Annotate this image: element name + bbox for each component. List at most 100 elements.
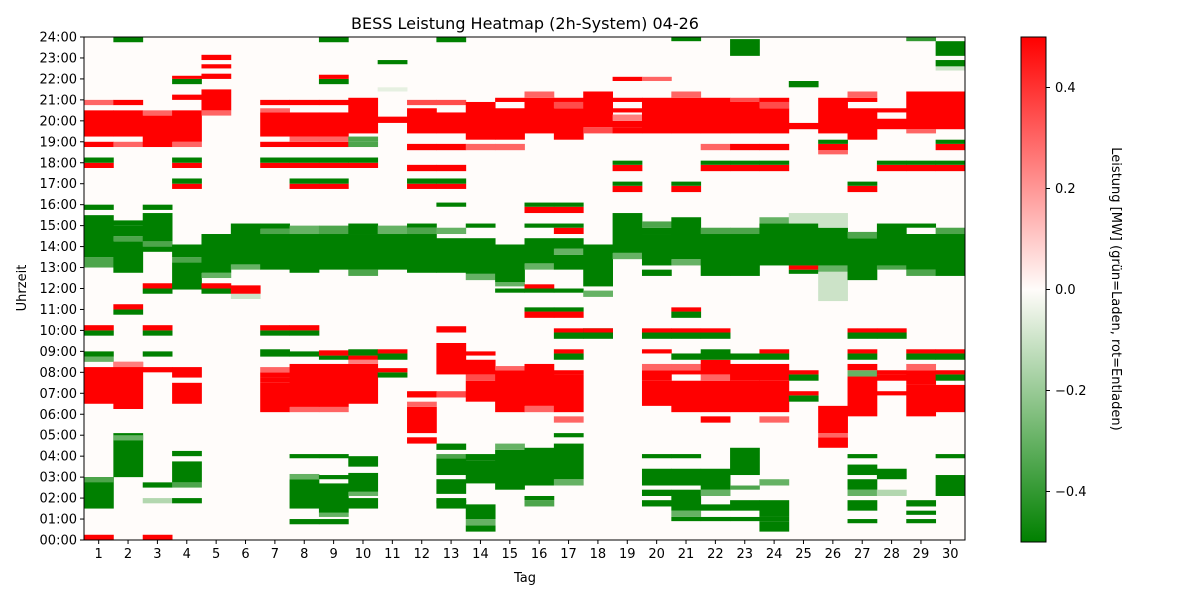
x-tick-label: 25 bbox=[795, 547, 812, 562]
heatmap-cell bbox=[84, 162, 114, 168]
heatmap-cell bbox=[906, 129, 937, 134]
heatmap-cell bbox=[553, 248, 584, 255]
x-tick-label: 15 bbox=[502, 547, 519, 562]
heatmap-cell bbox=[759, 380, 790, 413]
heatmap-cell bbox=[318, 183, 349, 189]
y-tick-label: 10:00 bbox=[40, 324, 77, 339]
heatmap-cell bbox=[583, 328, 613, 339]
heatmap-cell bbox=[289, 157, 320, 163]
heatmap-cell bbox=[641, 500, 672, 507]
heatmap-cell bbox=[759, 363, 790, 381]
y-axis-label: Uhrzeit bbox=[15, 265, 30, 312]
heatmap-cell bbox=[671, 332, 702, 339]
heatmap-cell bbox=[730, 516, 760, 522]
heatmap-cell bbox=[759, 223, 790, 266]
heatmap-cell bbox=[583, 91, 613, 128]
heatmap-cell bbox=[612, 185, 643, 193]
heatmap-cell bbox=[935, 143, 965, 151]
heatmap-cell bbox=[641, 370, 672, 381]
y-tick-label: 24:00 bbox=[40, 31, 77, 46]
x-tick-label: 20 bbox=[648, 547, 665, 562]
heatmap-cell bbox=[142, 115, 173, 148]
heatmap-cell bbox=[935, 41, 965, 56]
heatmap-cell bbox=[847, 91, 878, 98]
heatmap-cell bbox=[906, 353, 937, 360]
heatmap-cell bbox=[318, 136, 349, 142]
heatmap-cell bbox=[172, 257, 202, 263]
heatmap-cell bbox=[172, 367, 202, 378]
heatmap-cell bbox=[847, 238, 878, 281]
heatmap-cell bbox=[436, 326, 467, 333]
heatmap-cell bbox=[172, 141, 202, 148]
heatmap-cell bbox=[142, 288, 173, 294]
heatmap-cell bbox=[84, 215, 114, 258]
x-tick-label: 7 bbox=[271, 547, 279, 562]
x-tick-label: 14 bbox=[472, 547, 489, 562]
heatmap-cell bbox=[730, 234, 760, 276]
heatmap-cell bbox=[553, 101, 584, 109]
heatmap-cell bbox=[260, 228, 290, 235]
y-tick-label: 03:00 bbox=[40, 471, 77, 486]
y-tick-label: 18:00 bbox=[40, 156, 77, 171]
heatmap-cell bbox=[818, 271, 848, 302]
colorbar-axis: 0.4 0.2 0.0 −0.2 −0.4 bbox=[1046, 81, 1087, 500]
heatmap-cell bbox=[935, 349, 965, 354]
heatmap-cells bbox=[84, 37, 965, 540]
heatmap-cell bbox=[289, 454, 320, 459]
heatmap-cell bbox=[465, 101, 496, 140]
heatmap-cell bbox=[671, 353, 702, 360]
heatmap-cell bbox=[377, 234, 408, 270]
heatmap-cell bbox=[612, 120, 643, 128]
heatmap-cell bbox=[142, 367, 173, 373]
heatmap-cell bbox=[847, 328, 878, 333]
heatmap-cell bbox=[818, 433, 848, 438]
colorbar-label: Leistung [MW] (grün=Laden, rot=Entladen) bbox=[1108, 147, 1123, 430]
heatmap-cell bbox=[906, 160, 937, 165]
heatmap-cell bbox=[318, 363, 349, 407]
heatmap-cell bbox=[495, 143, 525, 151]
heatmap-cell bbox=[847, 370, 878, 377]
heatmap-cell bbox=[906, 500, 937, 507]
heatmap-cell bbox=[553, 307, 584, 312]
heatmap-cell bbox=[260, 325, 290, 331]
heatmap-cell bbox=[847, 363, 878, 371]
heatmap-cell bbox=[113, 435, 144, 478]
x-tick-label: 18 bbox=[590, 547, 607, 562]
heatmap-cell bbox=[495, 288, 525, 293]
heatmap-cell bbox=[671, 185, 702, 193]
heatmap-cell bbox=[172, 450, 202, 457]
heatmap-cell bbox=[436, 227, 467, 235]
heatmap-cell bbox=[935, 164, 965, 172]
heatmap-cell bbox=[289, 363, 320, 407]
heatmap-cell bbox=[906, 370, 937, 385]
heatmap-cell bbox=[788, 395, 819, 402]
heatmap-cell bbox=[407, 391, 437, 398]
x-tick-label: 3 bbox=[153, 547, 161, 562]
heatmap-cell bbox=[260, 162, 290, 168]
heatmap-cell bbox=[847, 181, 878, 186]
heatmap-cell bbox=[172, 157, 202, 163]
heatmap-cell bbox=[201, 283, 232, 289]
heatmap-cell bbox=[172, 110, 202, 142]
x-tick-label: 10 bbox=[355, 547, 372, 562]
heatmap-cell bbox=[524, 202, 555, 207]
heatmap-cell bbox=[553, 370, 584, 375]
heatmap-cell bbox=[759, 521, 790, 532]
heatmap-cell bbox=[260, 112, 290, 137]
heatmap-cell bbox=[407, 164, 437, 172]
heatmap-cell bbox=[407, 437, 437, 444]
heatmap-cell bbox=[436, 183, 467, 189]
heatmap-cell bbox=[524, 405, 555, 413]
heatmap-cell bbox=[671, 259, 702, 266]
heatmap-cell bbox=[906, 234, 937, 270]
heatmap-cell bbox=[876, 370, 907, 375]
heatmap-cell bbox=[495, 370, 525, 413]
y-tick-label: 05:00 bbox=[40, 429, 77, 444]
heatmap-cell bbox=[730, 101, 760, 134]
heatmap-cell bbox=[289, 473, 320, 480]
heatmap-cell bbox=[318, 99, 349, 106]
heatmap-cell bbox=[671, 328, 702, 333]
heatmap-cell bbox=[553, 202, 584, 207]
heatmap-cell bbox=[436, 164, 467, 172]
heatmap-cell bbox=[495, 97, 525, 102]
